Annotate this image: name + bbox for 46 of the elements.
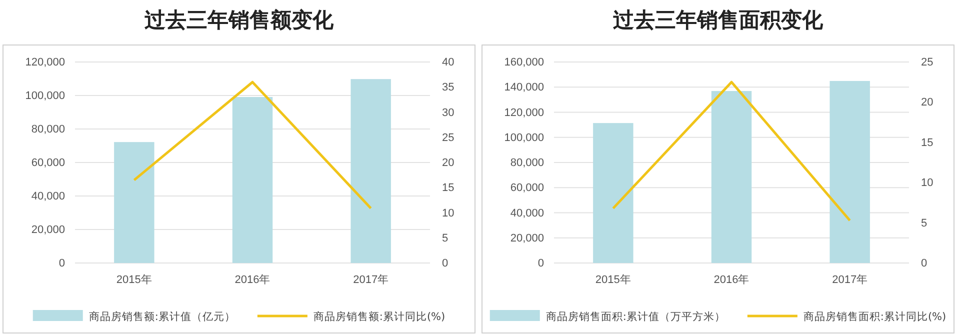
- y-tick-label: 100,000: [504, 132, 544, 144]
- y2-tick-label: 20: [442, 157, 454, 170]
- y2-tick-label: 30: [442, 106, 454, 119]
- y2-tick-label: 10: [921, 177, 934, 190]
- y2-tick-label: 20: [921, 96, 934, 109]
- y-tick-label: 60,000: [31, 157, 65, 170]
- y-tick-label: 20,000: [31, 224, 65, 236]
- legend-label: 商品房销售额:累计值（亿元）: [88, 310, 236, 323]
- y-tick-label: 0: [58, 258, 65, 270]
- y2-tick-label: 0: [921, 258, 928, 270]
- y-tick-label: 120,000: [504, 106, 544, 119]
- y-tick-label: 80,000: [31, 124, 65, 136]
- y-tick-label: 40,000: [510, 207, 544, 220]
- chart-title: 过去三年销售面积变化: [612, 8, 824, 32]
- x-tick-label: 2016年: [234, 274, 270, 286]
- y-tick-label: 60,000: [510, 182, 544, 194]
- y2-tick-label: 25: [921, 56, 934, 69]
- x-tick-label: 2015年: [116, 274, 152, 286]
- y-tick-label: 120,000: [25, 56, 65, 69]
- y2-tick-label: 10: [442, 207, 454, 220]
- legend-label: 商品房销售面积:累计同比(%): [803, 310, 946, 323]
- y2-tick-label: 15: [442, 182, 454, 194]
- y-tick-label: 160,000: [504, 56, 544, 69]
- y2-tick-label: 40: [442, 56, 454, 69]
- y-tick-label: 20,000: [510, 232, 544, 244]
- y-tick-label: 140,000: [504, 82, 544, 94]
- chart-title: 过去三年销售额变化: [144, 8, 334, 32]
- legend-label: 商品房销售额:累计同比(%): [313, 310, 446, 323]
- x-tick-label: 2015年: [595, 274, 631, 286]
- y2-tick-label: 5: [442, 232, 448, 244]
- bar: [114, 142, 154, 263]
- y-tick-label: 0: [538, 258, 544, 270]
- bar: [232, 97, 273, 263]
- x-tick-label: 2017年: [832, 274, 868, 286]
- y2-tick-label: 35: [442, 82, 454, 94]
- bar: [350, 79, 391, 263]
- y2-tick-label: 25: [442, 132, 454, 144]
- x-tick-label: 2017年: [353, 274, 389, 286]
- y-tick-label: 80,000: [510, 157, 544, 170]
- y2-tick-label: 5: [921, 217, 928, 230]
- y2-tick-label: 15: [921, 136, 934, 149]
- y-tick-label: 100,000: [25, 90, 65, 102]
- y2-tick-label: 0: [442, 258, 448, 270]
- y-tick-label: 40,000: [31, 190, 65, 203]
- legend-label: 商品房销售面积:累计值（万平方米）: [546, 310, 726, 323]
- x-tick-label: 2016年: [714, 274, 750, 286]
